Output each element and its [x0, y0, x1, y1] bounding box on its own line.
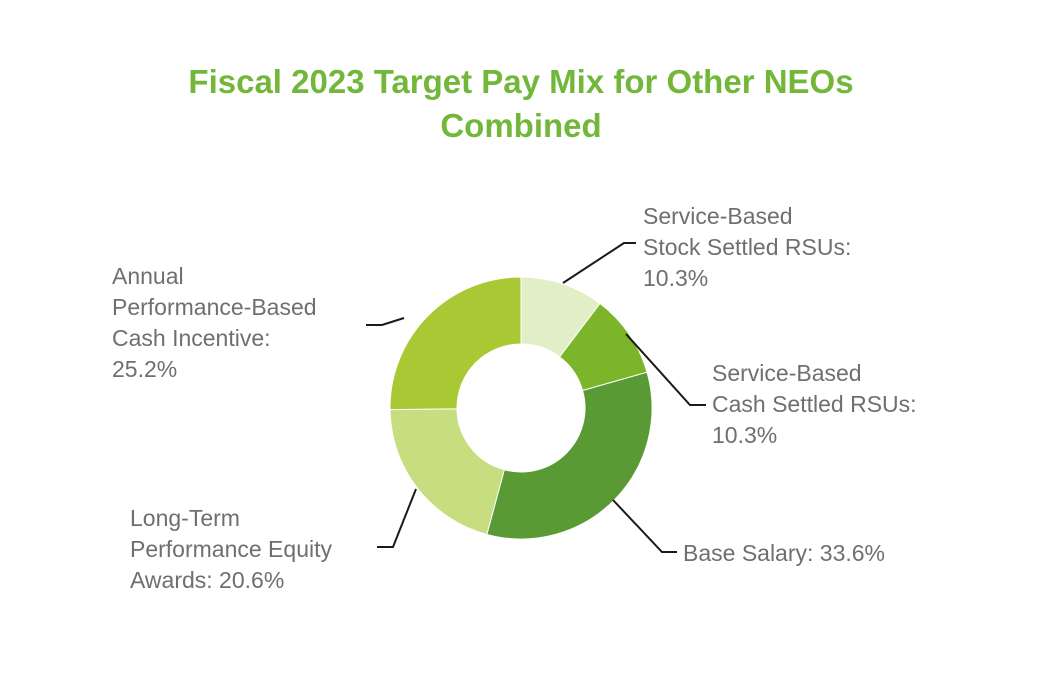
- slice-long-term-equity: [389, 408, 505, 536]
- slice-label-service-stock-rsus: Service-Based Stock Settled RSUs: 10.3%: [643, 201, 851, 294]
- slice-label-line: Base Salary: 33.6%: [683, 540, 886, 566]
- slice-base-salary: [486, 371, 653, 540]
- slice-label-line: Cash Incentive:: [112, 325, 271, 351]
- slice-annual-cash-incentive: [389, 276, 522, 411]
- chart-title: Fiscal 2023 Target Pay Mix for Other NEO…: [0, 60, 1042, 148]
- slice-label-line: Long-Term: [130, 505, 240, 531]
- chart-title-line-1: Fiscal 2023 Target Pay Mix for Other NEO…: [188, 63, 854, 100]
- donut-slices: [389, 276, 653, 540]
- slice-label-long-term-equity: Long-Term Performance Equity Awards: 20.…: [130, 503, 332, 596]
- slice-label-base-salary: Base Salary: 33.6%: [683, 538, 885, 569]
- slice-label-line: 10.3%: [643, 265, 709, 291]
- slice-label-line: Service-Based: [712, 360, 862, 386]
- slice-label-service-cash-rsus: Service-Based Cash Settled RSUs: 10.3%: [712, 358, 917, 451]
- slice-label-annual-cash-incentive: Annual Performance-Based Cash Incentive:…: [112, 261, 317, 385]
- leader-service-cash-rsus: [625, 333, 706, 406]
- slice-label-line: 10.3%: [712, 422, 778, 448]
- slice-label-line: Performance Equity: [130, 536, 332, 562]
- slice-label-line: Annual: [112, 263, 184, 289]
- leader-base-salary: [612, 499, 677, 553]
- slice-label-line: Stock Settled RSUs:: [643, 234, 852, 260]
- slice-label-line: Cash Settled RSUs:: [712, 391, 917, 417]
- slice-label-line: Awards: 20.6%: [130, 567, 285, 593]
- slice-label-line: 25.2%: [112, 356, 178, 382]
- slice-label-line: Service-Based: [643, 203, 793, 229]
- chart-title-line-2: Combined: [440, 107, 602, 144]
- leader-service-stock-rsus: [562, 242, 636, 284]
- slice-label-line: Performance-Based: [112, 294, 317, 320]
- leader-lines: [366, 242, 706, 553]
- leader-long-term-equity: [377, 488, 417, 548]
- leader-annual-cash-incentive: [366, 317, 405, 326]
